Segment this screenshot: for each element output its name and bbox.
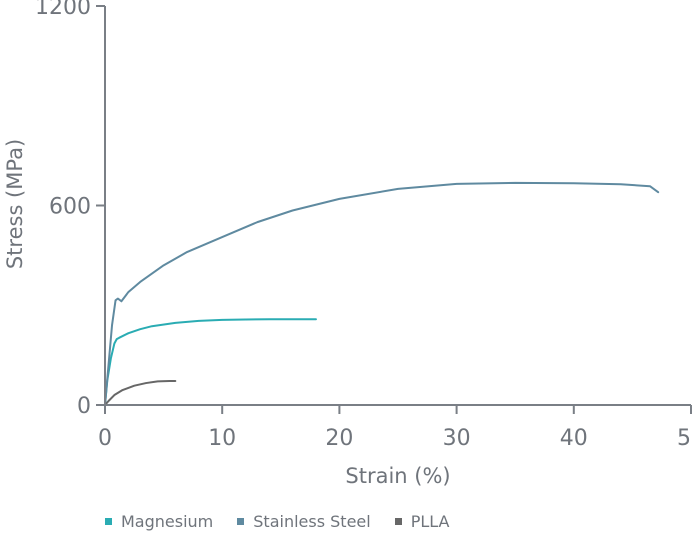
series-layer <box>104 181 660 406</box>
series-line-plla <box>104 380 177 406</box>
series-line-stainless-steel <box>104 181 660 406</box>
x-tick-label: 0 <box>98 426 112 451</box>
legend-label-magnesium: Magnesium <box>121 512 214 531</box>
legend-swatch-stainless-steel <box>237 518 245 525</box>
axes: 0 600 1200 0 10 20 30 40 50 <box>35 0 692 451</box>
x-tick-label: 10 <box>208 426 236 451</box>
x-tick-label: 40 <box>560 426 588 451</box>
y-tick-label: 0 <box>77 394 91 419</box>
series-line-magnesium <box>104 318 317 406</box>
x-tick-label: 50 <box>677 426 692 451</box>
y-tick-label: 600 <box>49 195 91 220</box>
legend-item-magnesium: Magnesium <box>105 512 213 531</box>
y-tick-label: 1200 <box>35 0 91 20</box>
legend-label-stainless-steel: Stainless Steel <box>253 512 371 531</box>
legend: Magnesium Stainless Steel PLLA <box>105 512 450 531</box>
y-axis-title: Stress (MPa) <box>3 139 27 269</box>
legend-swatch-magnesium <box>105 518 112 525</box>
x-tick-label: 20 <box>325 426 353 451</box>
legend-item-plla: PLLA <box>394 512 450 531</box>
legend-swatch-plla <box>394 518 402 525</box>
x-axis-title: Strain (%) <box>345 464 450 488</box>
legend-label-plla: PLLA <box>410 512 450 531</box>
x-tick-label: 30 <box>443 426 471 451</box>
legend-item-stainless-steel: Stainless Steel <box>237 512 371 531</box>
